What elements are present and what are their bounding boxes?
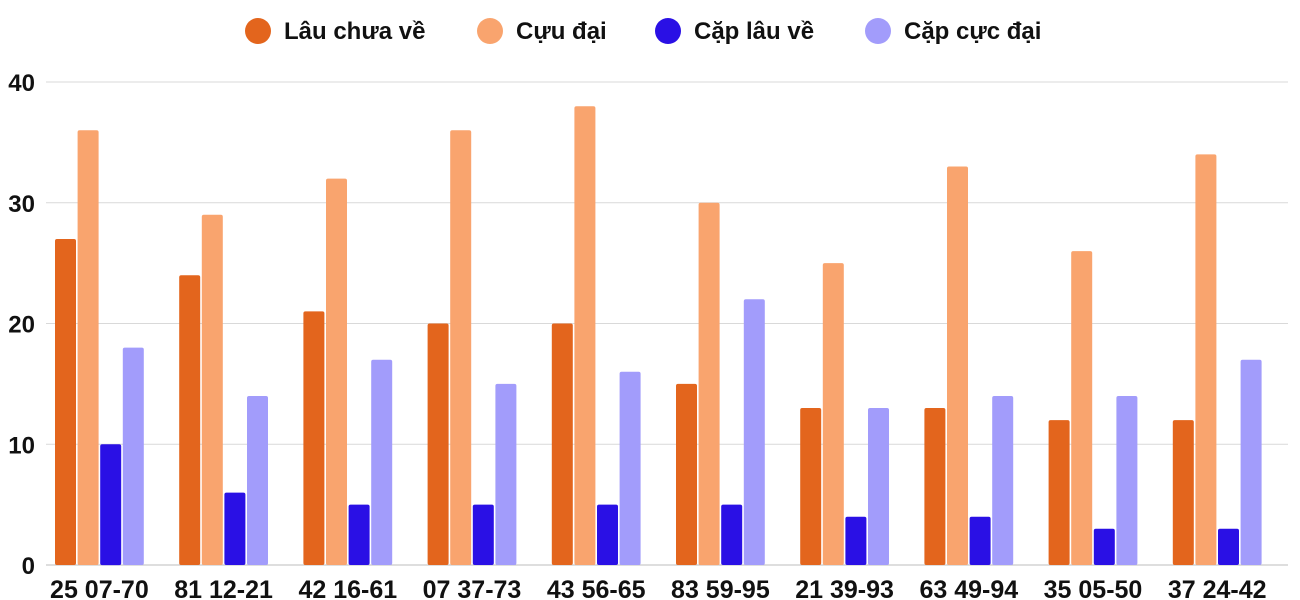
bar-4-4: [495, 383, 517, 565]
bar-1-10: [1172, 420, 1194, 565]
bar-3-9: [1093, 528, 1115, 565]
bar-3-1: [100, 444, 122, 566]
bar-1-9: [1048, 420, 1070, 565]
bar-2-7: [822, 263, 844, 565]
y-tick-label: 10: [8, 432, 35, 459]
bar-3-7: [845, 516, 867, 565]
legend-label-1: Lâu chưa về: [284, 18, 425, 45]
bar-2-10: [1195, 154, 1217, 565]
bar-1-1: [55, 239, 76, 565]
bar-3-4: [472, 504, 494, 565]
bar-4-8: [992, 396, 1014, 565]
y-tick-label: 0: [22, 553, 35, 580]
bar-2-3: [326, 178, 347, 565]
bar-4-2: [247, 396, 268, 565]
bar-2-4: [450, 130, 472, 566]
y-tick-label: 30: [8, 191, 35, 218]
bar-4-7: [868, 408, 889, 565]
x-category-label: 81 12-21: [174, 576, 273, 600]
bar-2-5: [574, 106, 596, 565]
bars: [55, 106, 1262, 566]
legend-label-3: Cặp lâu về: [694, 18, 814, 45]
bar-3-6: [721, 504, 743, 565]
y-tick-label: 20: [8, 312, 35, 339]
legend-swatch-1: [245, 18, 271, 44]
bar-4-3: [371, 359, 393, 565]
legend-swatch-3: [655, 18, 681, 44]
legend-label-2: Cựu đại: [516, 18, 607, 45]
bar-1-5: [551, 323, 573, 565]
bar-4-9: [1116, 396, 1138, 565]
x-category-label: 07 37-73: [423, 576, 522, 600]
bar-2-1: [77, 130, 99, 566]
bar-3-5: [597, 504, 618, 565]
bar-4-5: [619, 371, 641, 565]
legend: Lâu chưa về Cựu đại Cặp lâu về Cặp cực đại: [245, 18, 1041, 45]
bar-2-9: [1071, 251, 1093, 565]
x-category-label: 21 39-93: [795, 576, 894, 600]
legend-swatch-2: [477, 18, 503, 44]
bar-3-10: [1218, 528, 1239, 565]
bar-2-6: [698, 202, 720, 566]
y-axis-ticks: 0 10 20 30 40: [8, 70, 35, 580]
bar-3-8: [969, 516, 991, 565]
bar-1-2: [179, 275, 201, 565]
x-axis-categories: 25 07-70 81 12-21 42 16-61 07 37-73 43 56-65…: [50, 576, 1267, 600]
legend-label-4: Cặp cực đại: [904, 18, 1041, 45]
y-tick-label: 40: [8, 70, 35, 97]
x-category-label: 43 56-65: [547, 576, 646, 600]
x-category-label: 83 59-95: [671, 576, 770, 600]
bar-1-4: [427, 323, 449, 565]
bar-1-3: [303, 311, 325, 565]
x-category-label: 35 05-50: [1044, 576, 1143, 600]
bar-1-8: [924, 408, 946, 565]
x-category-label: 42 16-61: [298, 576, 397, 600]
bar-4-1: [122, 347, 144, 565]
x-category-label: 37 24-42: [1168, 576, 1267, 600]
bar-1-6: [676, 383, 697, 565]
bar-3-3: [348, 504, 370, 565]
bar-2-8: [947, 166, 968, 565]
bar-1-7: [800, 408, 822, 565]
gridlines: [46, 81, 1288, 566]
bar-2-2: [201, 214, 223, 566]
bar-3-2: [224, 492, 246, 565]
x-category-label: 25 07-70: [50, 576, 149, 600]
bar-4-10: [1240, 359, 1262, 565]
x-category-label: 63 49-94: [919, 576, 1018, 600]
bar-4-6: [743, 299, 765, 565]
legend-swatch-4: [865, 18, 891, 44]
